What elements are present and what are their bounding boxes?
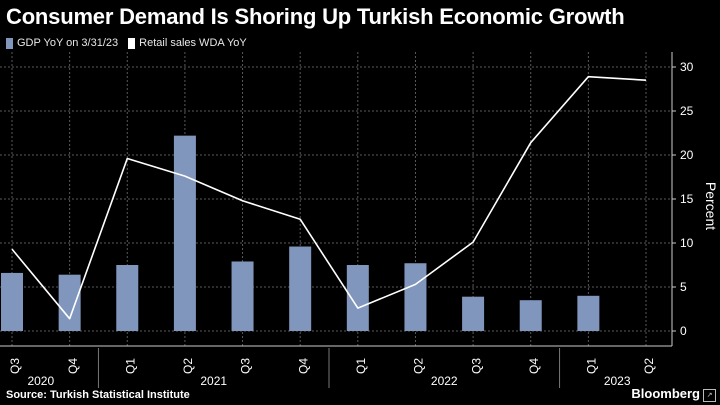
year-label: 2020 <box>27 374 54 388</box>
y-tick-label: 25 <box>680 104 694 118</box>
y-tick-label: 0 <box>680 324 687 338</box>
y-tick-label: 5 <box>680 280 687 294</box>
gdp-bar <box>404 263 427 331</box>
x-tick-label: Q3 <box>239 358 253 374</box>
gdp-bar <box>462 296 485 331</box>
legend-label-gdp: GDP YoY on 3/31/23 <box>17 37 119 49</box>
legend-swatch-retail <box>128 37 136 49</box>
gdp-bar <box>173 135 196 331</box>
gdp-bar <box>577 295 600 331</box>
gdp-bar <box>116 265 139 331</box>
brand-badge-icon: ↗ <box>703 389 716 402</box>
x-tick-label: Q1 <box>354 358 368 374</box>
legend-label-retail: Retail sales WDA YoY <box>139 37 247 49</box>
gdp-bar <box>289 246 312 331</box>
x-tick-label: Q4 <box>527 358 541 374</box>
x-tick-label: Q4 <box>66 358 80 374</box>
y-tick-label: 30 <box>680 60 694 74</box>
x-tick-label: Q3 <box>8 358 22 374</box>
y-axis-label: Percent <box>703 182 719 230</box>
y-tick-label: 20 <box>680 148 694 162</box>
chart-title: Consumer Demand Is Shoring Up Turkish Ec… <box>6 4 625 29</box>
gdp-bar <box>346 265 369 331</box>
brand-logo: Bloomberg <box>631 386 700 401</box>
source-note: Source: Turkish Statistical Institute <box>6 389 190 401</box>
year-label: 2021 <box>200 374 227 388</box>
gdp-bar <box>58 274 81 331</box>
gdp-bar <box>231 261 254 331</box>
legend-item-gdp: GDP YoY on 3/31/23 <box>6 37 118 49</box>
y-tick-label: 10 <box>680 236 694 250</box>
y-tick-label: 15 <box>680 192 694 206</box>
x-tick-label: Q1 <box>585 358 599 374</box>
retail-sales-line <box>11 75 647 320</box>
x-tick-label: Q4 <box>296 358 310 374</box>
legend-swatch-gdp <box>6 37 13 49</box>
gdp-bar <box>519 300 542 331</box>
chart-legend: GDP YoY on 3/31/23 Retail sales WDA YoY <box>6 37 257 49</box>
x-tick-label: Q2 <box>181 358 195 374</box>
x-tick-label: Q3 <box>469 358 483 374</box>
legend-item-retail: Retail sales WDA YoY <box>128 37 247 49</box>
year-label: 2023 <box>604 374 631 388</box>
x-tick-label: Q2 <box>642 358 656 374</box>
x-tick-label: Q2 <box>412 358 426 374</box>
gdp-bar <box>1 272 23 331</box>
year-label: 2022 <box>431 374 458 388</box>
x-tick-label: Q1 <box>123 358 137 374</box>
